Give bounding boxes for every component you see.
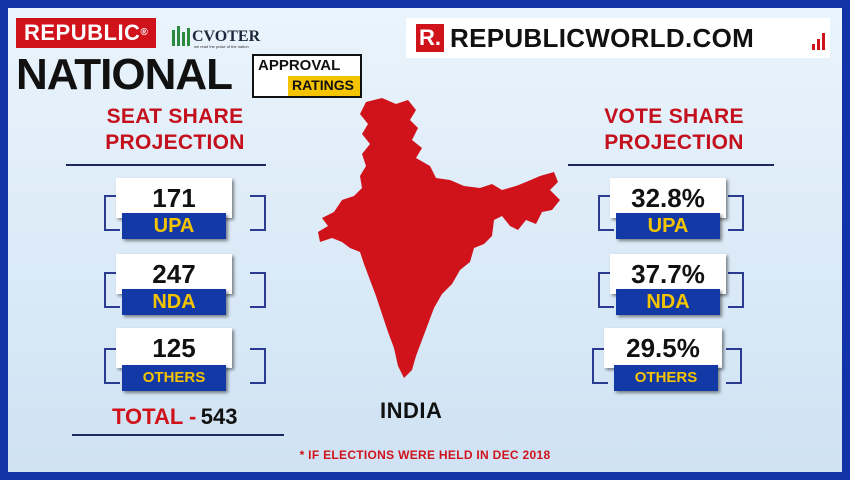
seat-share-heading-line2: PROJECTION — [105, 131, 245, 154]
seat-share-underline — [66, 164, 266, 166]
vote-party-label: NDA — [616, 289, 720, 315]
national-title: NATIONAL — [16, 50, 233, 99]
republic-logo-text: REPUBLIC — [24, 20, 141, 45]
republicworld-banner: R. REPUBLICWORLD.COM — [406, 18, 830, 58]
seat-party-label: UPA — [122, 213, 226, 239]
ratings-word: RATINGS — [292, 77, 354, 93]
total-underline — [72, 434, 284, 436]
cvoter-tagline: we read the pulse of the nation — [194, 44, 249, 49]
vote-party-label: UPA — [616, 213, 720, 239]
graphic-panel: REPUBLIC® CVOTER we read the pulse of th… — [8, 8, 842, 472]
vote-value: 37.7% — [610, 254, 726, 294]
signal-bars-icon — [812, 32, 826, 50]
approval-ratings-box: APPROVAL RATINGS — [252, 54, 362, 98]
total-label: TOTAL - — [112, 404, 197, 429]
vote-value: 29.5% — [604, 328, 722, 368]
vote-value: 32.8% — [610, 178, 726, 218]
cvoter-name: CVOTER — [192, 28, 261, 45]
vote-party-label: OTHERS — [614, 365, 718, 391]
india-label: INDIA — [380, 398, 443, 423]
republicworld-site: REPUBLICWORLD.COM — [450, 23, 755, 53]
republic-logo: REPUBLIC® — [16, 18, 157, 48]
seat-party-label: NDA — [122, 289, 226, 315]
vote-share-underline — [568, 164, 774, 166]
vote-share-heading-line2: PROJECTION — [604, 131, 744, 154]
seat-share-heading-line1: SEAT SHARE — [106, 105, 244, 128]
ratings-strip: RATINGS — [288, 76, 360, 96]
seat-value: 125 — [116, 328, 232, 368]
footnote: * IF ELECTIONS WERE HELD IN DEC 2018 — [299, 448, 551, 462]
approval-word: APPROVAL — [258, 57, 341, 74]
cvoter-mark-icon — [172, 26, 190, 46]
seat-party-label: OTHERS — [122, 365, 226, 391]
registered-mark: ® — [140, 27, 149, 38]
seat-total: TOTAL - 543 — [112, 404, 238, 430]
republicworld-mark: R. — [416, 24, 444, 52]
vote-share-heading-line1: VOTE SHARE — [604, 105, 744, 128]
total-value: 543 — [200, 404, 238, 429]
vote-share-heading: VOTE SHARE PROJECTION — [574, 104, 774, 156]
seat-share-heading: SEAT SHARE PROJECTION — [80, 104, 270, 156]
india-map-icon — [318, 98, 560, 378]
seat-value: 247 — [116, 254, 232, 294]
cvoter-logo: CVOTER we read the pulse of the nation — [170, 22, 260, 52]
seat-value: 171 — [116, 178, 232, 218]
